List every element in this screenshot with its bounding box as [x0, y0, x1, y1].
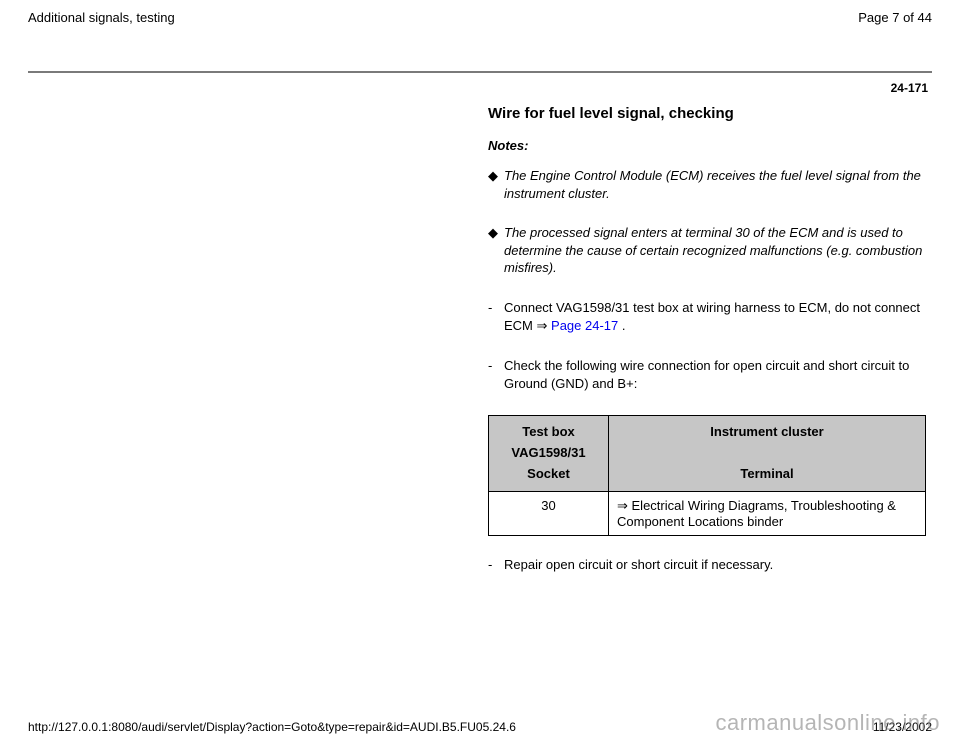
- note-text: The Engine Control Module (ECM) receives…: [504, 167, 926, 202]
- table-row: 30 ⇒ Electrical Wiring Diagrams, Trouble…: [489, 491, 926, 535]
- th-line: Test box: [497, 422, 600, 443]
- th-line: VAG1598/31: [497, 443, 600, 464]
- bullet-icon: ◆: [488, 224, 504, 242]
- step-text-b: .: [618, 318, 625, 333]
- bullet-icon: ◆: [488, 167, 504, 185]
- table-cell: 30: [489, 491, 609, 535]
- table-cell: ⇒ Electrical Wiring Diagrams, Troublesho…: [609, 491, 926, 535]
- table-header-row: Test box VAG1598/31 Socket Instrument cl…: [489, 416, 926, 491]
- page-link[interactable]: Page 24-17: [551, 318, 618, 333]
- step-item: - Check the following wire connection fo…: [488, 357, 926, 393]
- footer-url: http://127.0.0.1:8080/audi/servlet/Displ…: [28, 720, 516, 734]
- step-item: - Repair open circuit or short circuit i…: [488, 556, 926, 574]
- header-row: Additional signals, testing Page 7 of 44: [28, 10, 932, 31]
- page-number: 24-171: [28, 81, 928, 95]
- header-right: Page 7 of 44: [858, 10, 932, 25]
- divider: [28, 71, 932, 73]
- table-header-cell: Test box VAG1598/31 Socket: [489, 416, 609, 491]
- arrow-icon: ⇒: [617, 498, 632, 513]
- cell-text: Electrical Wiring Diagrams, Troubleshoot…: [617, 498, 896, 529]
- th-line: Instrument cluster: [617, 422, 917, 443]
- dash-icon: -: [488, 556, 504, 574]
- step-text: Connect VAG1598/31 test box at wiring ha…: [504, 299, 926, 335]
- wire-table: Test box VAG1598/31 Socket Instrument cl…: [488, 415, 926, 535]
- dash-icon: -: [488, 357, 504, 375]
- content-column: Wire for fuel level signal, checking Not…: [488, 105, 926, 574]
- step-text: Check the following wire connection for …: [504, 357, 926, 393]
- th-line: Socket: [497, 464, 600, 485]
- footer-date: 11/23/2002: [873, 720, 932, 734]
- arrow-icon: ⇒: [537, 318, 548, 333]
- page-container: Additional signals, testing Page 7 of 44…: [0, 0, 960, 574]
- header-left: Additional signals, testing: [28, 10, 175, 25]
- section-title: Wire for fuel level signal, checking: [488, 105, 926, 122]
- th-line: Terminal: [617, 464, 917, 485]
- step-text: Repair open circuit or short circuit if …: [504, 556, 773, 574]
- table-header-cell: Instrument cluster Terminal: [609, 416, 926, 491]
- step-item: - Connect VAG1598/31 test box at wiring …: [488, 299, 926, 335]
- note-item: ◆ The processed signal enters at termina…: [488, 224, 926, 277]
- notes-label: Notes:: [488, 138, 926, 153]
- note-item: ◆ The Engine Control Module (ECM) receiv…: [488, 167, 926, 202]
- dash-icon: -: [488, 299, 504, 317]
- footer-row: http://127.0.0.1:8080/audi/servlet/Displ…: [28, 720, 932, 734]
- note-text: The processed signal enters at terminal …: [504, 224, 926, 277]
